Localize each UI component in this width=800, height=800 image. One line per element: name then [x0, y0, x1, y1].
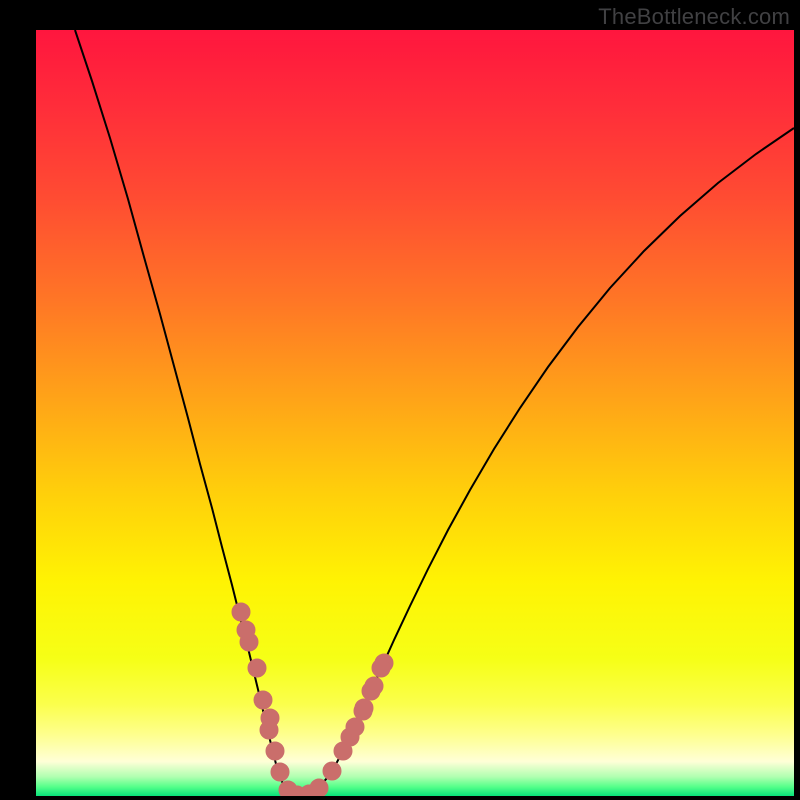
chart-frame: TheBottleneck.com [0, 0, 800, 800]
data-marker [254, 691, 272, 709]
data-marker [271, 763, 289, 781]
curve-layer [36, 30, 794, 796]
watermark-text: TheBottleneck.com [598, 4, 790, 30]
data-marker [266, 742, 284, 760]
data-marker [261, 709, 279, 727]
data-marker [372, 659, 390, 677]
data-marker [323, 762, 341, 780]
data-marker [232, 603, 250, 621]
marker-cluster-right [323, 654, 393, 780]
data-marker [362, 682, 380, 700]
data-marker [346, 718, 364, 736]
bottleneck-curve [75, 30, 794, 796]
data-marker [248, 659, 266, 677]
marker-cluster-left [232, 603, 328, 796]
data-marker [310, 779, 328, 796]
data-marker [237, 621, 255, 639]
data-marker [355, 699, 373, 717]
plot-area [36, 30, 794, 796]
